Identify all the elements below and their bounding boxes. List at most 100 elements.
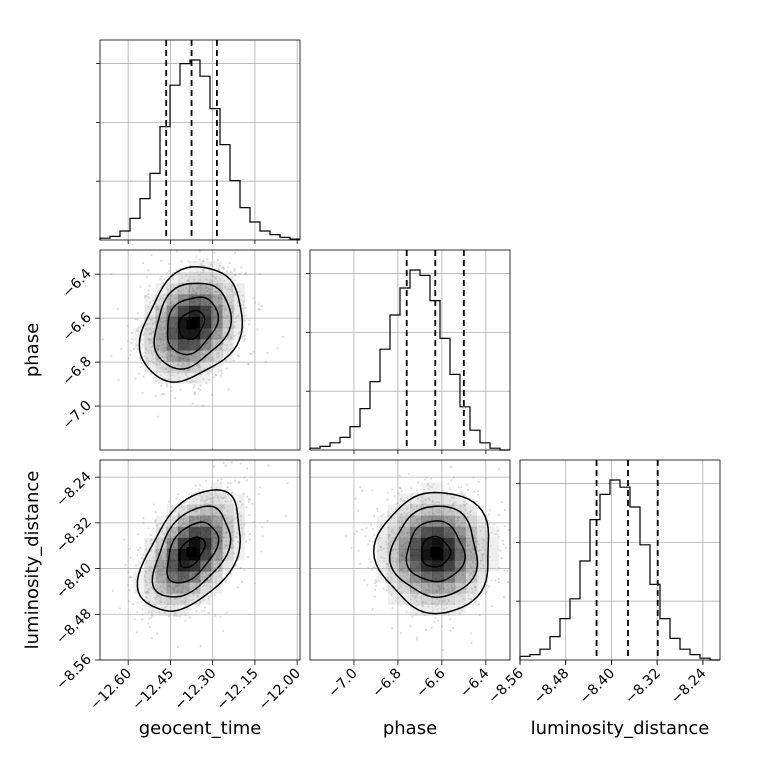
scatter-point bbox=[256, 328, 259, 331]
scatter-point bbox=[174, 597, 177, 601]
scatter-point bbox=[387, 535, 390, 538]
density-cell bbox=[398, 537, 411, 550]
scatter-point bbox=[172, 603, 175, 607]
scatter-point bbox=[150, 339, 153, 343]
scatter-point bbox=[248, 319, 251, 322]
scatter-point bbox=[447, 613, 450, 616]
scatter-point bbox=[155, 546, 158, 549]
scatter-point bbox=[184, 372, 187, 375]
scatter-content bbox=[100, 460, 300, 660]
density-cell bbox=[421, 582, 433, 594]
scatter-point bbox=[241, 294, 244, 297]
density-cell bbox=[454, 604, 466, 616]
hist-panel-luminosity_distance bbox=[516, 459, 721, 664]
scatter-point bbox=[466, 590, 469, 593]
scatter-point bbox=[427, 498, 430, 501]
scatter-point bbox=[485, 590, 488, 594]
scatter-point bbox=[192, 593, 195, 596]
scatter-point bbox=[120, 347, 123, 350]
scatter-point bbox=[258, 308, 261, 311]
scatter-point bbox=[227, 481, 230, 484]
scatter-point bbox=[222, 629, 225, 633]
scatter-point bbox=[201, 609, 204, 612]
scatter-point bbox=[147, 289, 150, 292]
scatter-point bbox=[218, 575, 221, 578]
density-cell bbox=[421, 515, 433, 528]
scatter-point bbox=[148, 568, 151, 571]
scatter-point bbox=[186, 504, 189, 508]
panel-frame bbox=[309, 459, 511, 661]
scatter-point bbox=[235, 532, 239, 535]
density-cell bbox=[476, 548, 489, 561]
scatter-point bbox=[369, 560, 373, 563]
density-cell bbox=[144, 593, 156, 605]
scatter-point bbox=[477, 543, 480, 546]
scatter-point bbox=[160, 275, 163, 278]
scatter-point bbox=[410, 487, 413, 490]
scatter-point bbox=[145, 540, 148, 543]
scatter-point bbox=[167, 371, 170, 374]
scatter-point bbox=[155, 595, 158, 598]
contour-level-0 bbox=[421, 535, 452, 568]
scatter-point bbox=[386, 563, 389, 566]
scatter-point bbox=[224, 332, 227, 335]
scatter-point bbox=[155, 379, 158, 383]
scatter-point bbox=[463, 504, 466, 507]
scatter-point bbox=[189, 608, 192, 611]
scatter-point bbox=[448, 499, 452, 502]
scatter-point bbox=[421, 604, 424, 608]
density-cell bbox=[398, 493, 411, 505]
scatter-point bbox=[373, 581, 376, 585]
scatter-point bbox=[380, 548, 383, 552]
scatter-point bbox=[466, 516, 469, 519]
scatter-point bbox=[210, 273, 213, 276]
scatter-point bbox=[481, 538, 485, 541]
density-cell bbox=[465, 582, 478, 594]
scatter-point bbox=[150, 332, 153, 336]
density-cell bbox=[155, 294, 168, 306]
scatter-point bbox=[395, 560, 398, 563]
scatter-point bbox=[208, 498, 211, 501]
scatter-point bbox=[222, 503, 225, 506]
scatter-point bbox=[242, 492, 246, 495]
density-cell bbox=[410, 526, 422, 539]
scatter-point bbox=[172, 278, 175, 281]
scatter-point bbox=[363, 579, 366, 582]
panel-frame bbox=[99, 459, 301, 661]
density-cell bbox=[200, 272, 212, 284]
scatter-point bbox=[158, 299, 161, 302]
density-cell bbox=[200, 548, 212, 561]
scatter-point bbox=[372, 540, 375, 543]
scatter-point bbox=[166, 385, 169, 388]
scatter-point bbox=[461, 608, 464, 611]
density-cell bbox=[398, 548, 411, 561]
scatter-point bbox=[457, 605, 460, 608]
density-cell bbox=[188, 372, 201, 384]
scatter-point bbox=[222, 266, 225, 269]
scatter-point bbox=[189, 507, 193, 510]
scatter-point bbox=[405, 507, 408, 510]
density-cell bbox=[387, 593, 400, 605]
scatter-point bbox=[416, 593, 419, 596]
ytick-label: −6.6 bbox=[59, 310, 94, 345]
scatter-point bbox=[236, 547, 239, 550]
scatter-point bbox=[229, 482, 232, 485]
scatter-point bbox=[204, 499, 207, 502]
scatter-point bbox=[149, 578, 152, 581]
scatter-point bbox=[233, 517, 236, 520]
scatter-point bbox=[266, 352, 269, 355]
scatter-point bbox=[258, 486, 262, 489]
scatter-point bbox=[391, 528, 394, 531]
scatter-point bbox=[222, 492, 225, 495]
scatter-point bbox=[217, 267, 220, 270]
density-cell bbox=[222, 504, 234, 516]
scatter-point bbox=[252, 296, 255, 299]
scatter-point bbox=[213, 465, 216, 468]
scatter-point bbox=[131, 332, 134, 335]
scatter-point bbox=[198, 363, 201, 367]
scatter-point bbox=[119, 607, 122, 610]
density-cell bbox=[166, 515, 179, 528]
scatter-point bbox=[452, 496, 455, 499]
scatter-point bbox=[458, 612, 462, 615]
scatter-point bbox=[450, 496, 453, 500]
